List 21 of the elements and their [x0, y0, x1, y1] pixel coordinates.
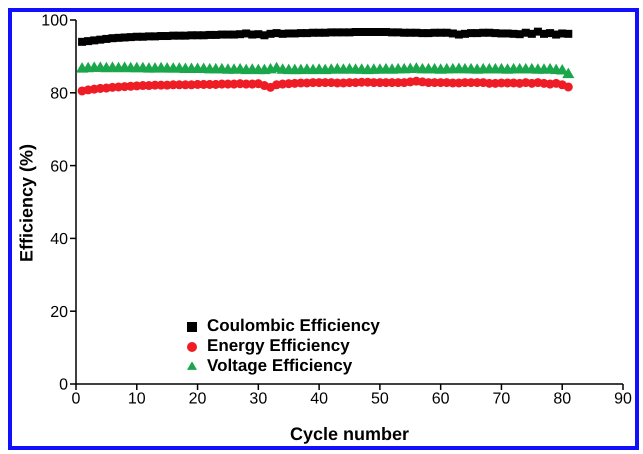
x-tick-label: 30 — [249, 390, 268, 408]
x-tick-label: 60 — [432, 390, 450, 408]
y-tick-label: 100 — [41, 12, 68, 30]
x-tick-label: 20 — [188, 390, 207, 408]
y-tick-label: 80 — [50, 85, 68, 102]
y-tick-label: 40 — [50, 231, 68, 248]
x-tick-label: 10 — [128, 390, 146, 408]
legend-label: Energy Efficiency — [207, 336, 350, 355]
x-tick-label: 0 — [72, 390, 81, 408]
y-tick-label: 0 — [59, 376, 68, 394]
x-tick-label: 50 — [370, 390, 389, 408]
y-tick-label: 20 — [50, 304, 68, 321]
x-tick-label: 70 — [492, 390, 510, 408]
y-tick-label: 60 — [50, 158, 68, 176]
x-tick-label: 80 — [553, 390, 572, 408]
x-tick-label: 90 — [614, 390, 632, 408]
legend-label: Voltage Efficiency — [207, 356, 352, 375]
x-axis-title: Cycle number — [290, 424, 410, 444]
x-tick-label: 40 — [310, 390, 328, 408]
y-axis-title: Efficiency (%) — [16, 144, 36, 262]
legend-label: Coulombic Efficiency — [207, 316, 380, 335]
